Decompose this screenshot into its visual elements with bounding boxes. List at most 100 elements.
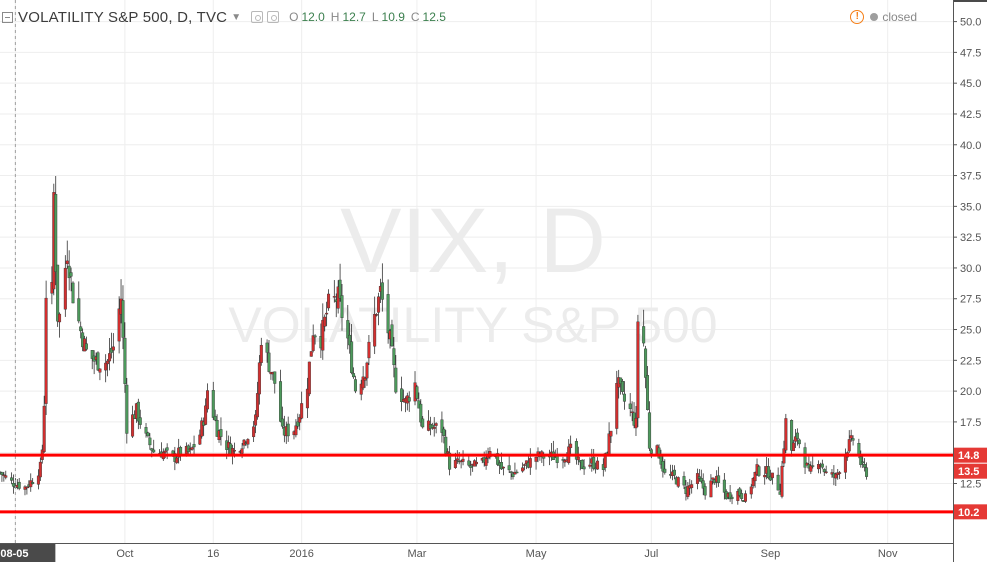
candle-body [144,427,148,434]
candle [676,476,680,488]
candle [198,429,202,446]
candle-body [824,471,828,473]
candle [430,422,434,430]
candle-body [163,450,167,453]
visibility-eye-icon[interactable] [251,11,264,23]
candle [767,458,771,480]
candle-body [588,464,592,467]
candle-body [861,461,865,464]
candle [444,430,448,457]
candle [717,466,721,487]
candle-body [767,466,771,479]
candle-body [192,444,196,448]
candle [323,314,327,332]
candle-body [592,456,596,469]
candle [361,366,365,391]
candle-body [117,308,121,342]
symbol-title[interactable]: VOLATILITY S&P 500, D, TVC [18,8,228,26]
candle [255,381,259,420]
candle-body [150,448,154,451]
watermark-symbol: VIX, D [340,190,606,292]
candle [44,280,48,415]
candle-body [849,435,853,439]
candle-body [528,458,532,468]
candle [722,473,726,500]
candle-body [190,447,194,450]
candle-body [851,438,855,441]
candle-body [738,488,742,496]
candle [273,371,277,394]
candle [511,471,515,480]
candle-body [104,362,108,371]
candle [580,459,584,469]
candle [730,494,734,505]
plus-icon[interactable]: + [940,0,948,1]
candle [521,462,525,473]
candle-body [392,348,396,366]
candle-body [859,456,863,465]
candle-body [206,390,210,410]
candle-body [740,493,744,499]
chevron-down-icon[interactable]: ▼ [231,11,242,23]
candle-body [307,361,311,395]
candle [54,175,58,286]
candle-body [523,464,527,466]
candle-body [58,313,62,323]
candle [98,368,102,381]
candle [622,381,626,410]
candle [695,468,699,490]
candle [792,439,796,452]
candle [555,447,559,469]
candle-body [111,346,115,351]
warning-icon[interactable]: ! [850,10,865,24]
candle [711,477,715,485]
candle [131,405,135,438]
candle [11,474,15,494]
candle-body [65,260,69,265]
candle [125,377,129,444]
candle [567,439,571,465]
x-crosshair-label: 2015-08-05 [0,548,29,560]
candle [148,433,152,450]
candle [31,478,35,485]
candle [380,263,384,312]
candle-body [863,464,867,468]
candle-body [676,477,680,487]
candle-body [348,334,352,346]
candle-body [509,471,513,473]
candle-body [380,282,384,300]
collapse-legend-icon[interactable] [2,11,13,23]
x-tick-label: Jul [644,548,658,560]
candle-body [709,480,713,498]
candle [780,461,784,499]
candle [353,375,357,394]
candle [822,468,826,476]
candle-body [173,453,177,462]
candle-body [809,465,813,472]
candle-body [246,439,250,445]
candle [672,465,676,480]
candle-body [106,360,110,365]
candle [834,472,838,487]
candle-body [0,472,4,475]
candle [42,395,46,454]
candle [448,445,452,476]
candle [809,461,813,475]
candle [352,367,356,379]
candle [663,459,667,475]
candle [863,458,867,472]
candle-body [365,362,369,379]
candle [38,457,42,481]
candle-body [400,388,404,402]
candle [327,289,331,311]
candle-body [603,453,607,468]
candle-body [267,352,271,372]
candle-body [730,496,734,499]
settings-gear-icon[interactable] [267,11,280,23]
candle-body [749,486,753,495]
candle [10,472,14,485]
price-label-bg [954,463,987,479]
candle-body [797,439,801,445]
candle-body [325,312,329,315]
